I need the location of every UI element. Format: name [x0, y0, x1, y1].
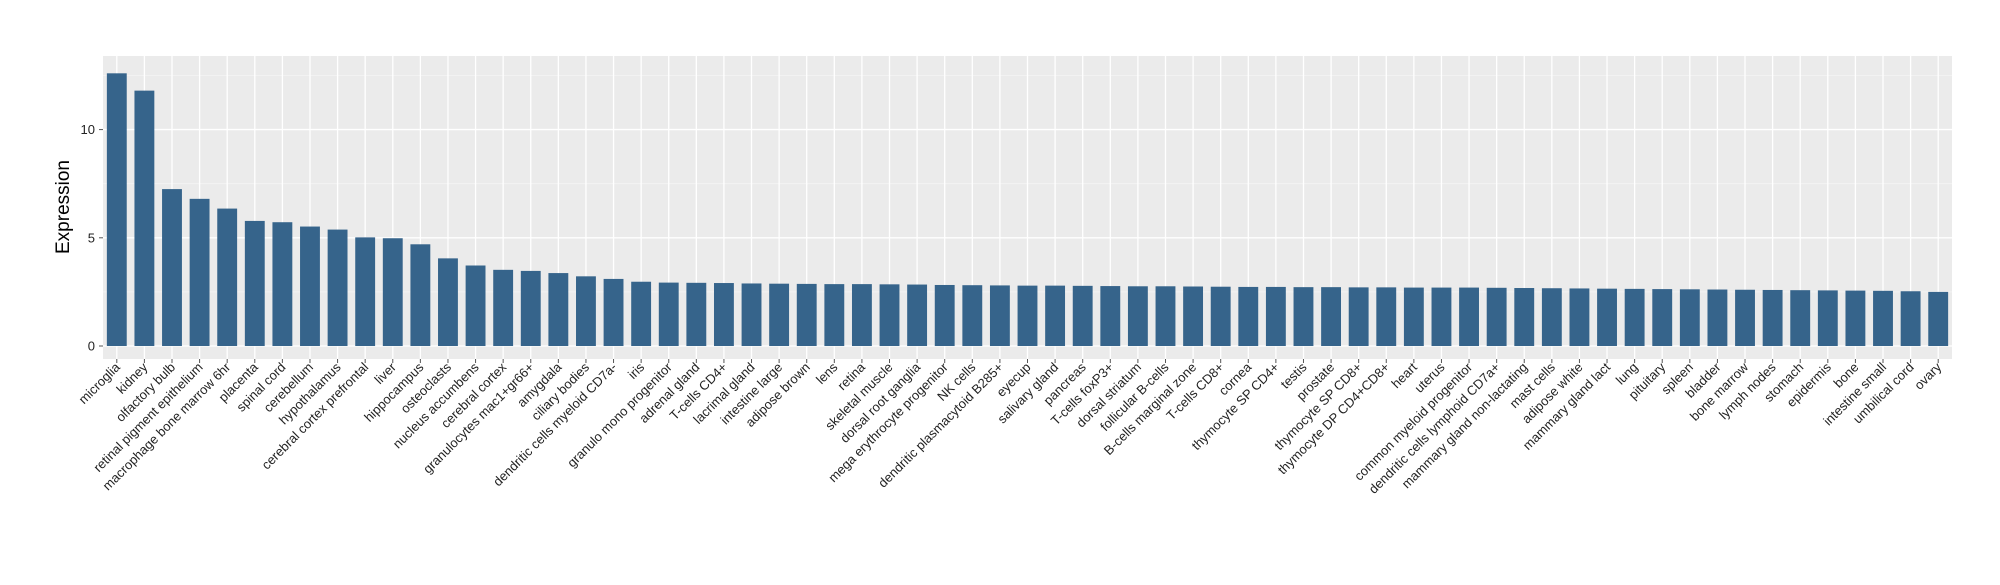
bar: [907, 284, 928, 347]
bar: [631, 281, 652, 347]
bar: [1928, 291, 1949, 347]
bars: [106, 73, 1949, 347]
bar: [1210, 286, 1231, 347]
bar: [1155, 286, 1176, 347]
bar: [1403, 287, 1424, 347]
bar: [410, 244, 431, 347]
bar: [1679, 289, 1700, 347]
bar: [713, 283, 734, 347]
bar: [1762, 289, 1783, 347]
bar: [658, 282, 679, 347]
bar: [1376, 287, 1397, 347]
bar: [934, 284, 955, 347]
bar: [1817, 290, 1838, 347]
bar: [162, 189, 182, 347]
bar: [1265, 286, 1286, 347]
bar: [962, 285, 983, 347]
bar: [824, 284, 845, 347]
bar: [493, 269, 514, 347]
bar: [989, 285, 1010, 347]
bar: [1845, 290, 1866, 347]
bar: [1100, 286, 1121, 347]
y-tick-label: 5: [88, 230, 95, 245]
bar: [686, 282, 707, 347]
bar: [1486, 287, 1507, 347]
bar: [741, 283, 762, 347]
bar: [1790, 290, 1811, 347]
bar: [796, 283, 817, 347]
bar: [327, 229, 348, 347]
bar: [1431, 287, 1452, 347]
bar: [1652, 289, 1673, 347]
bar: [1459, 287, 1479, 347]
bar: [1238, 286, 1259, 347]
bar: [520, 270, 541, 347]
bar: [1541, 288, 1562, 347]
bar: [134, 90, 155, 347]
bar: [1873, 290, 1893, 347]
bar: [851, 284, 872, 347]
bar: [769, 283, 790, 347]
y-tick-label: 0: [88, 339, 95, 354]
bar: [576, 276, 596, 347]
bar: [1017, 285, 1038, 347]
x-tick-label: ovary: [1911, 359, 1944, 392]
y-axis-title: Expression: [53, 160, 74, 254]
bar: [244, 220, 265, 347]
y-axis: 0 5 10: [81, 122, 103, 354]
bar: [382, 238, 403, 347]
bar: [1735, 289, 1755, 347]
bar: [1045, 285, 1066, 347]
bar: [603, 278, 624, 347]
bar: [300, 226, 320, 347]
bar: [1183, 286, 1204, 347]
bar: [272, 222, 293, 347]
bar: [465, 265, 486, 347]
bar: [1624, 288, 1645, 347]
bar: [1127, 286, 1148, 347]
bar: [438, 258, 458, 347]
bar: [1900, 291, 1921, 347]
bar: [548, 273, 569, 347]
bar: [355, 237, 376, 347]
bar: [106, 73, 127, 347]
bar: [1321, 287, 1342, 347]
bar: [1569, 288, 1590, 347]
bar: [1514, 288, 1535, 347]
y-tick-label: 10: [81, 122, 95, 137]
bar: [1597, 288, 1617, 347]
bar: [1348, 287, 1369, 347]
bar: [1293, 287, 1314, 347]
bar: [1707, 289, 1728, 347]
bar: [217, 208, 238, 347]
bar: [879, 284, 900, 347]
bar: [189, 198, 210, 347]
bar: [1072, 285, 1093, 347]
